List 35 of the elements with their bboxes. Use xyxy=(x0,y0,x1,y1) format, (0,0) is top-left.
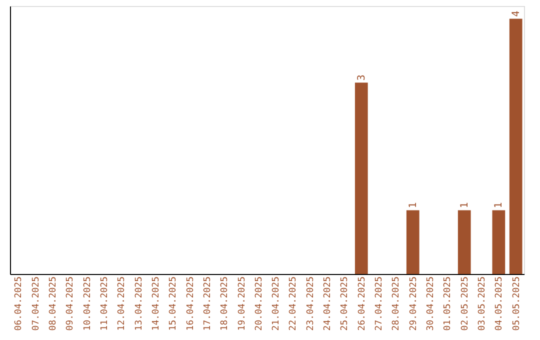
x-tick-label: 25.04.2025 xyxy=(340,276,350,331)
x-tick-label: 14.04.2025 xyxy=(151,276,162,331)
x-tick-label: 18.04.2025 xyxy=(220,276,230,331)
x-tick-label: 09.04.2025 xyxy=(66,276,76,331)
data-label: 3 xyxy=(356,74,368,81)
data-label: 1 xyxy=(494,202,505,208)
x-tick-label: 06.04.2025 xyxy=(14,276,24,331)
x-tick-label: 17.04.2025 xyxy=(202,276,213,331)
data-label: 1 xyxy=(408,202,419,208)
x-tick-label: 24.04.2025 xyxy=(323,276,334,331)
x-tick-label: 26.04.2025 xyxy=(357,276,368,331)
data-label: 4 xyxy=(510,10,522,17)
x-tick-label: 05.05.2025 xyxy=(512,276,522,331)
x-tick-label: 12.04.2025 xyxy=(117,276,128,331)
x-tick-label: 22.04.2025 xyxy=(288,276,299,331)
x-tick-label: 20.04.2025 xyxy=(254,276,264,331)
x-tick-label: 08.04.2025 xyxy=(48,276,58,331)
x-tick-label: 02.05.2025 xyxy=(460,276,470,331)
x-tick-label: 11.04.2025 xyxy=(100,276,110,331)
x-tick-label: 07.04.2025 xyxy=(31,276,42,331)
x-tick-label: 29.04.2025 xyxy=(408,276,419,331)
x-tick-label: 03.05.2025 xyxy=(478,276,488,331)
x-tick-label: 21.04.2025 xyxy=(272,276,282,331)
x-tick-label: 23.04.2025 xyxy=(306,276,316,331)
x-tick-label: 16.04.2025 xyxy=(186,276,196,331)
x-tick-label: 13.04.2025 xyxy=(134,276,144,331)
x-tick-label: 19.04.2025 xyxy=(237,276,248,331)
x-tick-label: 30.04.2025 xyxy=(426,276,436,331)
x-tick-label: 27.04.2025 xyxy=(374,276,385,331)
data-label: 1 xyxy=(459,202,470,208)
x-tick-label: 01.05.2025 xyxy=(443,276,454,331)
x-tick-label: 04.05.2025 xyxy=(494,276,505,331)
x-tick-label: 10.04.2025 xyxy=(82,276,93,331)
x-tick-label: 15.04.2025 xyxy=(168,276,179,331)
x-tick-label: 28.04.2025 xyxy=(392,276,402,331)
